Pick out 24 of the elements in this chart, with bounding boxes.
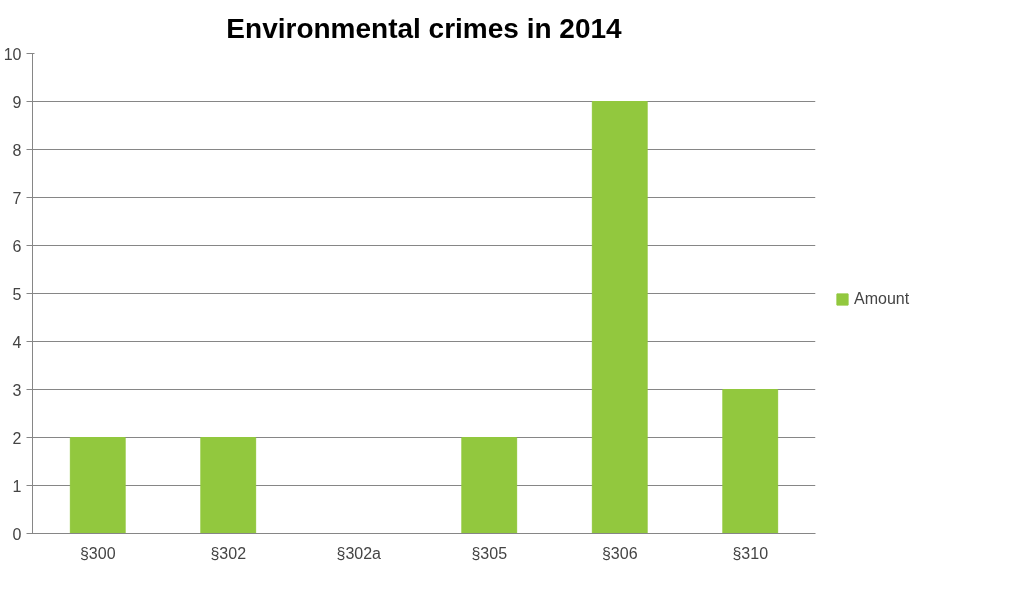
x-tick-label: §305 bbox=[471, 544, 508, 562]
y-tick-label: 5 bbox=[12, 285, 22, 303]
y-tick-label: 6 bbox=[12, 237, 22, 255]
chart-title: Environmental crimes in 2014 bbox=[226, 12, 623, 44]
x-tick-label: §310 bbox=[732, 544, 769, 562]
y-tick-label: 4 bbox=[12, 333, 22, 351]
y-tick-label: 0 bbox=[12, 525, 22, 543]
legend-label: Amount bbox=[854, 290, 910, 308]
y-tick-label: 3 bbox=[12, 381, 22, 399]
bar bbox=[69, 437, 126, 534]
x-tick-label: §302 bbox=[210, 544, 247, 562]
bar bbox=[591, 101, 648, 534]
bar bbox=[722, 389, 779, 534]
y-tick-label: 7 bbox=[12, 189, 22, 207]
x-tick-label: §302a bbox=[336, 544, 382, 562]
y-tick-label: 9 bbox=[12, 93, 22, 111]
y-tick-label: 1 bbox=[12, 477, 22, 495]
x-tick-label: §300 bbox=[79, 544, 116, 562]
y-tick-label: 2 bbox=[12, 429, 22, 447]
bar bbox=[461, 437, 518, 534]
y-tick-label: 10 bbox=[3, 45, 22, 63]
x-tick-label: §306 bbox=[601, 544, 638, 562]
y-tick-label: 8 bbox=[12, 141, 22, 159]
bar bbox=[200, 437, 257, 534]
